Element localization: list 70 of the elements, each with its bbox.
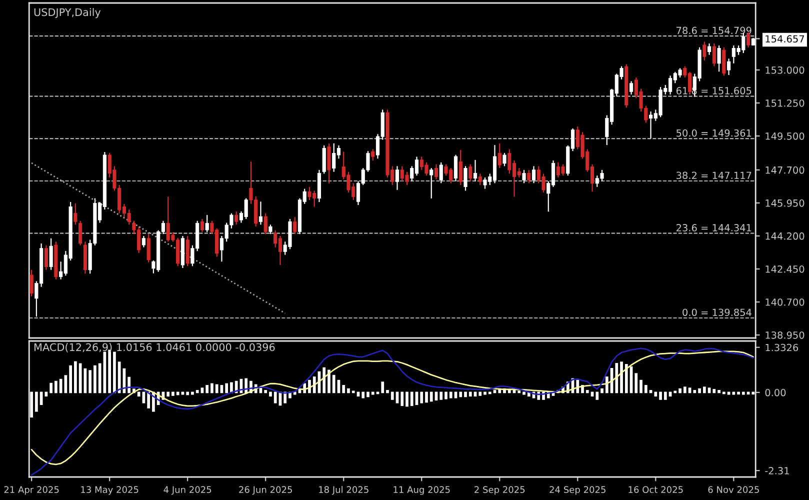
candlestick [268,224,272,235]
candlestick [468,164,472,182]
candlestick [498,142,502,169]
candlestick [727,58,731,76]
ref-line-label: 23.6 = 144.341 [676,224,752,232]
candlestick [234,210,238,226]
candlestick [629,80,634,96]
y-tick-label: 145.950 [766,199,804,207]
candlestick [205,214,209,233]
ref-line-label: 78.6 = 154.799 [676,26,752,34]
candlestick [371,148,375,162]
candlestick [473,159,478,182]
candlestick [717,44,721,72]
chart-title: MACD(12,26,9) 1.0156 1.0461 0.0000 -0.0396 [34,343,275,352]
candlestick [200,218,204,233]
candlestick [327,142,331,184]
x-tick-label: 11 Aug 2025 [394,486,450,495]
x-tick-label: 18 Jul 2025 [319,486,368,495]
candlestick [30,269,34,297]
y-tick-label: 147.700 [766,166,804,174]
candlestick [395,166,400,190]
y-tick-label: 1.3326 [766,344,798,352]
candlestick [712,43,716,67]
y-tick-label: 138.950 [766,331,804,339]
candlestick [702,41,706,62]
candlestick [186,235,190,267]
candlestick [293,216,297,235]
ref-line-label: 38.2 = 147.117 [676,172,752,180]
candlestick [532,166,536,184]
candlestick [464,166,468,192]
chart-title: USDJPY,Daily [34,8,101,18]
y-tick-label: 140.700 [766,298,804,306]
x-tick-label: 24 Sep 2025 [550,486,606,495]
candlestick [74,202,78,226]
candlestick [146,234,150,263]
candlestick [527,169,531,184]
candlestick [44,244,48,270]
y-tick-label: 0.00 [765,388,786,396]
x-tick-label: 16 Oct 2025 [628,486,683,494]
y-tick-label: 144.200 [766,232,804,240]
candlestick [264,212,268,235]
candlestick [430,167,434,199]
candlestick [478,173,482,186]
candlestick [434,164,438,180]
y-tick-label: 154.657 [766,35,804,43]
candlestick [502,152,506,167]
candlestick [707,43,712,56]
candlestick [454,154,458,182]
candlestick [49,238,53,270]
candlestick [258,201,263,226]
y-tick-label: -2.31 [765,467,789,474]
candlestick [322,144,326,174]
candlestick [142,235,146,248]
candlestick [78,220,82,246]
candlestick [722,46,726,76]
x-tick-label: 26 Jun 2025 [239,486,292,495]
ref-line-label: 50.0 = 149.361 [676,129,752,137]
y-tick-label: 149.500 [766,132,804,140]
x-tick-label: 2 Sep 2025 [474,486,525,495]
x-tick-label: 6 Nov 2025 [708,486,759,494]
candlestick [458,149,462,186]
x-tick-label: 13 May 2025 [81,486,138,495]
y-tick-label: 151.250 [766,99,804,107]
ref-line-label: 0.0 = 139.854 [682,308,752,316]
x-tick-label: 21 Apr 2025 [4,486,59,495]
candlestick [439,162,443,184]
y-tick-label: 142.450 [766,265,804,273]
candlestick [522,169,526,184]
y-tick-label: 153.000 [766,66,804,74]
x-tick-label: 4 Jun 2025 [164,486,212,495]
